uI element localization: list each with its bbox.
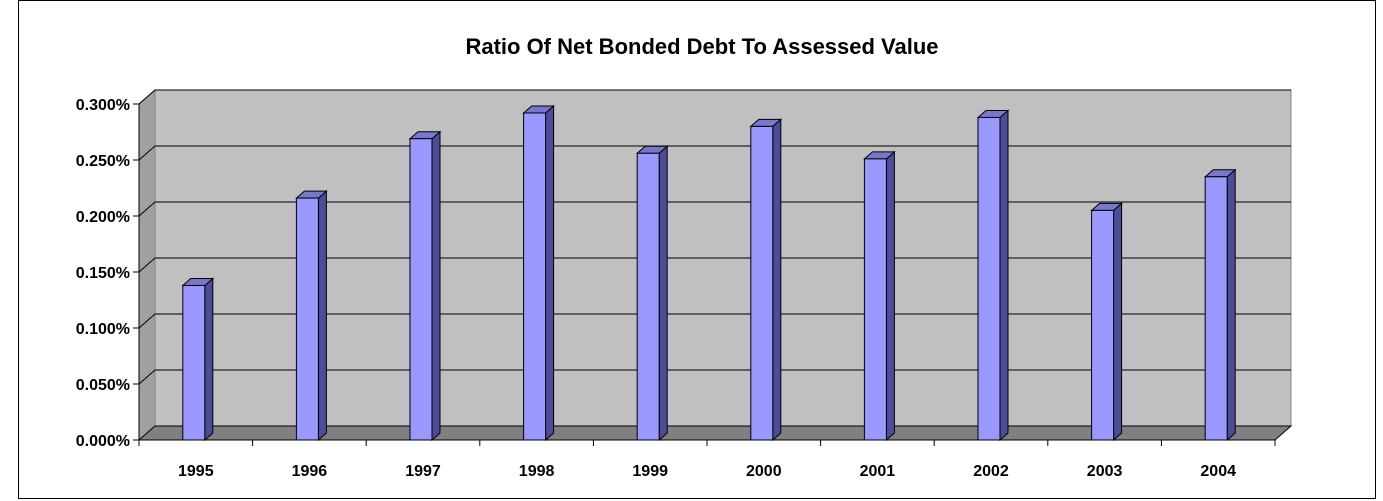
bar: [523, 112, 547, 441]
chart-frame: Ratio Of Net Bonded Debt To Assessed Val…: [18, 0, 1376, 499]
x-tick-label: 2004: [1200, 463, 1236, 480]
y-tick-label: 0.050%: [76, 377, 130, 394]
x-tick-label: 2002: [973, 463, 1009, 480]
bar-side: [1226, 168, 1236, 442]
bar: [1091, 209, 1115, 441]
gridline-diagonal: [138, 313, 156, 329]
bar: [1204, 176, 1228, 441]
y-tick-label: 0.150%: [76, 265, 130, 282]
bar-side: [431, 130, 441, 442]
bar-side: [317, 189, 327, 442]
y-tick-label: 0.250%: [76, 153, 130, 170]
bar: [182, 284, 206, 441]
y-tick-label: 0.000%: [76, 433, 130, 450]
plot-area: 0.000% 0.050% 0.100% 0.150% 0.200% 0.250% 0.30…: [76, 88, 1293, 480]
chart: Ratio Of Net Bonded Debt To Assessed Val…: [76, 34, 1293, 480]
x-tick-label: 1996: [292, 463, 328, 480]
bar: [977, 116, 1001, 441]
bar-side: [204, 277, 214, 442]
x-tick-label: 2001: [860, 463, 896, 480]
y-tick-label: 0.300%: [76, 97, 130, 114]
y-tick-label: 0.200%: [76, 209, 130, 226]
y-tick-label: 0.100%: [76, 321, 130, 338]
bar-side: [1113, 202, 1123, 442]
x-tick-label: 2000: [746, 463, 782, 480]
bar-side: [545, 104, 555, 442]
x-tick-label: 1997: [405, 463, 441, 480]
bar-side: [772, 118, 782, 442]
gridline-diagonal: [138, 201, 156, 217]
bar: [409, 138, 433, 441]
gridline-diagonal: [138, 89, 156, 105]
bar: [750, 125, 774, 441]
x-tick-label: 1998: [519, 463, 555, 480]
bar-side: [999, 109, 1009, 442]
chart-title: Ratio Of Net Bonded Debt To Assessed Val…: [465, 34, 938, 59]
bar: [863, 158, 887, 441]
gridline-diagonal: [138, 145, 156, 161]
bar-side: [658, 145, 668, 442]
x-tick-label: 2003: [1087, 463, 1123, 480]
x-tick-label: 1999: [632, 463, 668, 480]
gridline-diagonal: [138, 369, 156, 385]
x-tick-label: 1995: [178, 463, 214, 480]
bar: [295, 197, 319, 441]
bar: [636, 152, 660, 441]
gridline-diagonal: [138, 257, 156, 273]
bar-side: [885, 150, 895, 442]
